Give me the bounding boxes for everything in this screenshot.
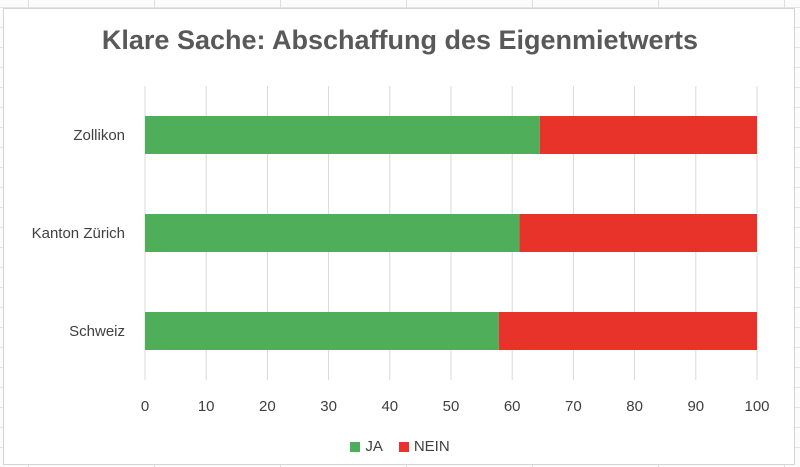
- legend-swatch-nein: [398, 441, 409, 452]
- legend-item-ja[interactable]: JA: [350, 438, 383, 455]
- bar-ja-1[interactable]: [145, 214, 520, 252]
- legend-label-ja: JA: [365, 438, 383, 455]
- x-tick-label-50: 50: [443, 398, 460, 415]
- category-label-1: Kanton Zürich: [32, 225, 125, 242]
- bar-nein-2[interactable]: [498, 312, 757, 350]
- legend: JA NEIN: [0, 438, 800, 455]
- x-tick-label-20: 20: [259, 398, 276, 415]
- x-tick-label-40: 40: [381, 398, 398, 415]
- category-label-2: Schweiz: [69, 323, 125, 340]
- x-tick-label-10: 10: [198, 398, 215, 415]
- legend-swatch-ja: [350, 441, 361, 452]
- category-label-0: Zollikon: [73, 127, 125, 144]
- x-tick-label-100: 100: [744, 398, 769, 415]
- bar-ja-0[interactable]: [145, 116, 540, 154]
- bar-ja-2[interactable]: [145, 312, 499, 350]
- bar-nein-0[interactable]: [539, 116, 757, 154]
- x-tick-label-70: 70: [565, 398, 582, 415]
- legend-item-nein[interactable]: NEIN: [398, 438, 450, 455]
- x-tick-label-0: 0: [141, 398, 149, 415]
- bar-nein-1[interactable]: [519, 214, 757, 252]
- x-tick-label-90: 90: [687, 398, 704, 415]
- legend-label-nein: NEIN: [413, 438, 450, 455]
- x-tick-label-80: 80: [626, 398, 643, 415]
- x-tick-label-30: 30: [320, 398, 337, 415]
- x-tick-label-60: 60: [504, 398, 521, 415]
- chart-title: Klare Sache: Abschaffung des Eigenmietwe…: [101, 25, 699, 55]
